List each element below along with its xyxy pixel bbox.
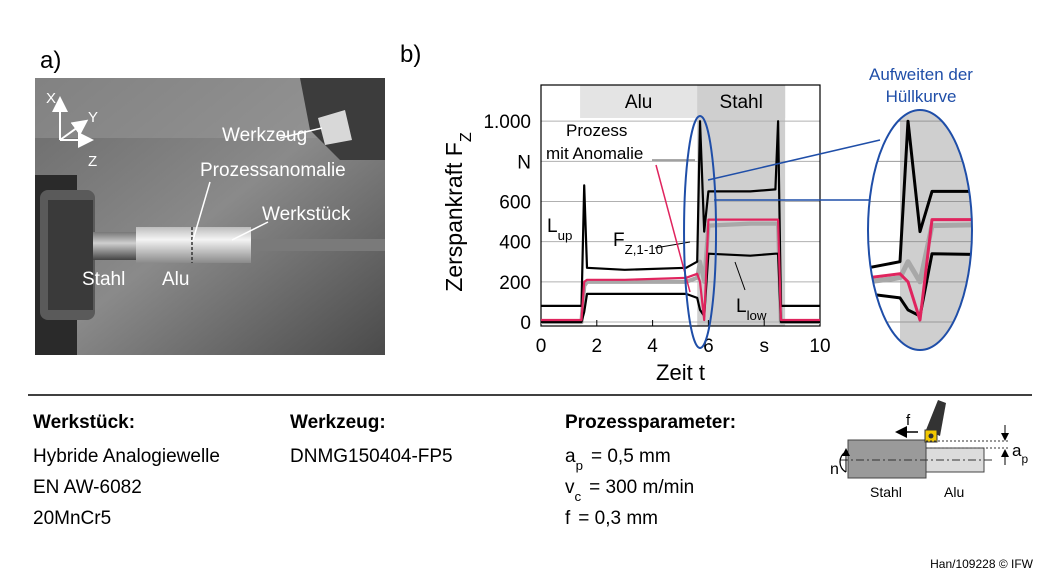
highlight-ellipse <box>683 115 718 349</box>
region-header <box>697 85 786 118</box>
series-line <box>868 221 972 325</box>
region-header <box>580 85 698 118</box>
y-axis-label: Zerspankraft FZ <box>441 132 475 292</box>
region-band <box>697 85 786 326</box>
y-tick-label: 0 <box>520 313 531 334</box>
series-label: Lup <box>547 216 572 243</box>
photo <box>35 78 385 355</box>
info-title: Werkstück: <box>33 412 135 433</box>
axis-letter: Z <box>88 153 97 170</box>
series-label-part: up <box>558 228 573 243</box>
diagram-label: f <box>906 412 911 429</box>
info-line: DNMG150404-FP5 <box>290 446 453 467</box>
zoom-label: Aufweiten der <box>869 65 973 84</box>
region-label: Stahl <box>720 92 763 113</box>
x-tick-label: 2 <box>592 336 603 357</box>
series-label-part: Z,1-10 <box>625 242 663 257</box>
leader <box>734 261 746 291</box>
diagram-label: ap <box>1012 441 1028 466</box>
series-label-part: L <box>736 296 747 317</box>
info-line: EN AW-6082 <box>33 477 142 498</box>
series-line <box>541 252 820 324</box>
x-tick-label: 0 <box>536 336 547 357</box>
annotation: mit Anomalie <box>546 144 643 163</box>
y-axis-label-part: Z <box>457 132 475 142</box>
annotation: Prozess <box>566 121 627 140</box>
plot-frame <box>540 84 821 327</box>
photo-label: Werkstück <box>262 204 351 225</box>
y-axis-label-part: Zerspankraft F <box>441 142 467 292</box>
param-line-part: v <box>565 477 575 498</box>
diagram-label-part: p <box>1021 452 1028 466</box>
panel-label: b) <box>400 41 421 68</box>
zoom-label: Hüllkurve <box>886 87 957 106</box>
param-line-part: c <box>575 489 582 504</box>
series-line <box>541 120 820 307</box>
diagram-label: Stahl <box>870 484 902 500</box>
series-label-part: low <box>747 308 767 323</box>
y-tick-label: N <box>517 152 531 173</box>
info-line: Hybride Analogiewelle <box>33 446 220 467</box>
param-line-part: = 0,5 mm <box>591 446 671 467</box>
panel-label: a) <box>40 47 61 74</box>
zoom-ellipse <box>867 109 973 351</box>
series-line <box>868 119 972 308</box>
x-tick-label: 4 <box>647 336 658 357</box>
series-line <box>868 218 972 322</box>
series-line <box>541 218 820 322</box>
y-tick-label: 600 <box>499 192 531 213</box>
y-tick-label: 200 <box>499 273 531 294</box>
region-label: Alu <box>625 92 652 113</box>
y-tick-label: 1.000 <box>483 112 531 133</box>
series-label: Llow <box>736 296 767 323</box>
param-line-part: f <box>565 508 571 529</box>
photo-label: Stahl <box>82 269 125 290</box>
x-tick-label: 6 <box>703 336 714 357</box>
param-line-part: p <box>576 458 583 473</box>
diagram-label: Alu <box>944 484 964 500</box>
x-tick-label: 10 <box>809 336 830 357</box>
series-line <box>868 252 972 324</box>
series-label-part: F <box>613 230 625 251</box>
diagram-label-part: a <box>1012 441 1022 460</box>
process-diagram <box>839 400 1010 479</box>
x-axis-label: Zeit t <box>656 360 705 385</box>
x-tick-label: s <box>759 336 769 357</box>
param-line-part: = 300 m/min <box>589 477 694 498</box>
info-title: Prozessparameter: <box>565 412 736 433</box>
photo-label: Prozessanomalie <box>200 160 346 181</box>
series-label-part: L <box>547 216 558 237</box>
diagram-label: n <box>830 461 839 478</box>
info-title: Werkzeug: <box>290 412 386 433</box>
photo-label: Alu <box>162 269 189 290</box>
y-tick-label: 400 <box>499 233 531 254</box>
zoom-bg <box>900 110 972 350</box>
series-label: FZ,1-10 <box>613 230 663 257</box>
zoom-connector <box>707 139 881 181</box>
footer: Han/109228 © IFW <box>930 557 1034 571</box>
info-line: 20MnCr5 <box>33 508 111 529</box>
param-line-part: a <box>565 446 576 467</box>
axis-letter: Y <box>88 109 98 126</box>
param-line: ap = 0,5 mm <box>565 446 671 473</box>
param-line-part: = 0,3 mm <box>578 508 658 529</box>
photo-label: Werkzeug <box>222 125 307 146</box>
param-line: vc = 300 m/min <box>565 477 694 504</box>
param-line: f = 0,3 mm <box>565 508 658 529</box>
axis-letter: X <box>46 90 56 107</box>
